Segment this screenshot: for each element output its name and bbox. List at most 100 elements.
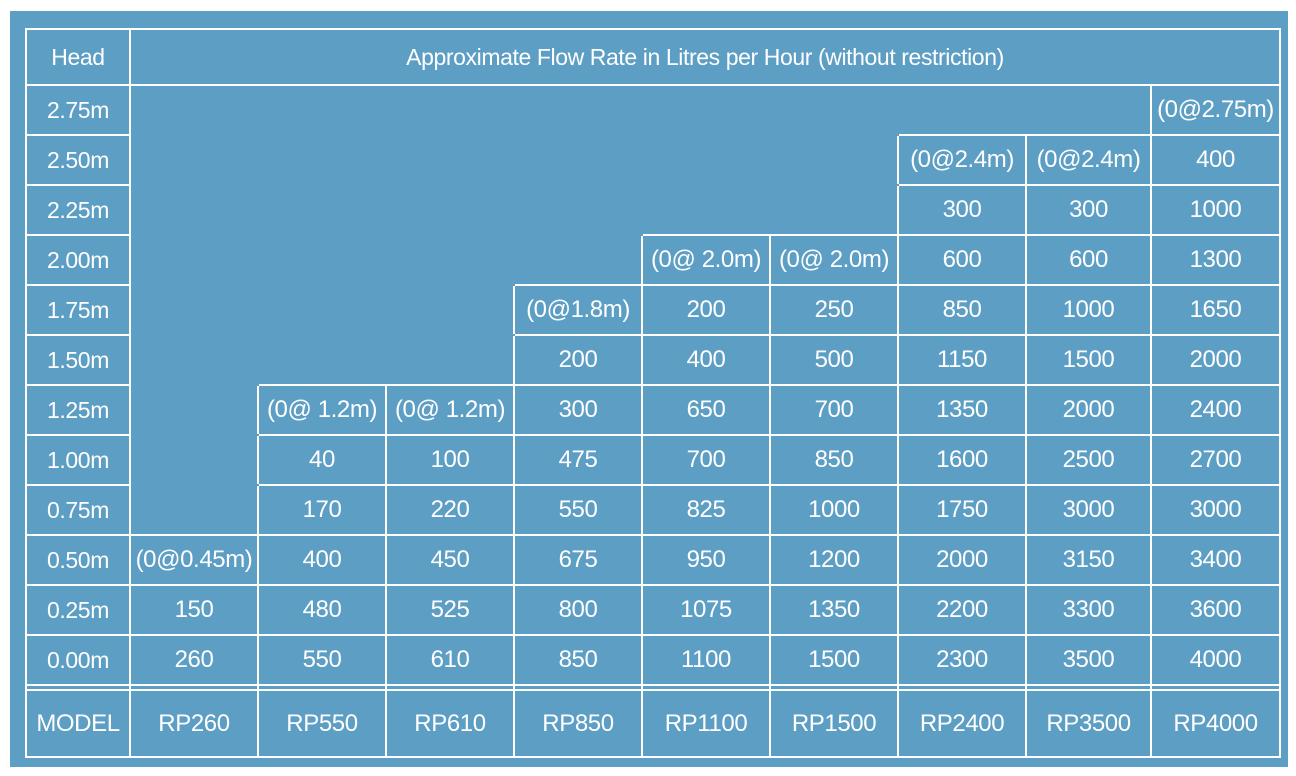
flow-value-cell: 300 — [897, 184, 1027, 236]
flow-value-cell: 4000 — [1150, 634, 1281, 686]
flow-value-cell: (0@ 2.0m) — [769, 234, 899, 286]
flow-value-cell: (0@2.75m) — [1150, 84, 1281, 136]
flow-value-cell: 550 — [257, 634, 387, 686]
flow-value-cell: 2400 — [1150, 384, 1281, 436]
empty-cell — [129, 434, 259, 486]
empty-cell — [385, 84, 515, 136]
model-name-cell: RP1100 — [641, 689, 771, 758]
empty-cell — [257, 184, 387, 236]
table-row: 2.50m (0@2.4m) (0@2.4m) 400 — [25, 134, 1281, 186]
table-row: 1.75m (0@1.8m) 200 250 850 1000 1650 — [25, 284, 1281, 336]
model-name-cell: RP4000 — [1150, 689, 1281, 758]
head-value-cell: 1.75m — [25, 284, 131, 336]
table-row: 2.00m (0@ 2.0m) (0@ 2.0m) 600 600 1300 — [25, 234, 1281, 286]
flow-value-cell: 200 — [513, 334, 643, 386]
separator-cell — [641, 684, 771, 691]
head-value-cell: 0.50m — [25, 534, 131, 586]
model-name-cell: RP550 — [257, 689, 387, 758]
flow-value-cell: 3150 — [1025, 534, 1152, 586]
separator-cell — [1025, 684, 1152, 691]
flow-value-cell: 850 — [769, 434, 899, 486]
empty-cell — [129, 134, 259, 186]
flow-value-cell: 300 — [513, 384, 643, 436]
empty-cell — [257, 84, 387, 136]
flow-value-cell: 150 — [129, 584, 259, 636]
flow-value-cell: 170 — [257, 484, 387, 536]
flow-value-cell: 450 — [385, 534, 515, 586]
empty-cell — [513, 84, 643, 136]
flow-value-cell: 800 — [513, 584, 643, 636]
flow-value-cell: (0@ 1.2m) — [257, 384, 387, 436]
flow-value-cell: 480 — [257, 584, 387, 636]
head-value-cell: 0.75m — [25, 484, 131, 536]
head-value-cell: 1.25m — [25, 384, 131, 436]
head-value-cell: 2.25m — [25, 184, 131, 236]
model-name-cell: RP1500 — [769, 689, 899, 758]
flow-value-cell: 3000 — [1025, 484, 1152, 536]
flow-value-cell: (0@1.8m) — [513, 284, 643, 336]
empty-cell — [769, 184, 899, 236]
head-value-cell: 1.00m — [25, 434, 131, 486]
empty-cell — [129, 284, 259, 336]
model-name-cell: RP3500 — [1025, 689, 1152, 758]
table-header-row: Head Approximate Flow Rate in Litres per… — [25, 28, 1281, 86]
flow-value-cell: 400 — [641, 334, 771, 386]
empty-cell — [385, 334, 515, 386]
table-row: 0.50m (0@0.45m) 400 450 675 950 1200 2000 3150 34… — [25, 534, 1281, 586]
empty-cell — [513, 234, 643, 286]
flow-value-cell: 300 — [1025, 184, 1152, 236]
flow-value-cell: 260 — [129, 634, 259, 686]
empty-cell — [769, 84, 899, 136]
flow-value-cell: 1500 — [1025, 334, 1152, 386]
flow-value-cell: 600 — [897, 234, 1027, 286]
flow-value-cell: 3500 — [1025, 634, 1152, 686]
flow-value-cell: 1200 — [769, 534, 899, 586]
flow-value-cell: 675 — [513, 534, 643, 586]
head-value-cell: 2.00m — [25, 234, 131, 286]
empty-cell — [129, 334, 259, 386]
flow-value-cell: 850 — [897, 284, 1027, 336]
flow-value-cell: 400 — [1150, 134, 1281, 186]
flow-value-cell: 1350 — [769, 584, 899, 636]
empty-cell — [129, 484, 259, 536]
head-value-cell: 2.50m — [25, 134, 131, 186]
table-row: 0.25m 150 480 525 800 1075 1350 2200 3300 3600 — [25, 584, 1281, 636]
head-column-header: Head — [25, 28, 131, 86]
separator-cell — [257, 684, 387, 691]
table-row: 2.25m 300 300 1000 — [25, 184, 1281, 236]
separator-cell — [385, 684, 515, 691]
flow-value-cell: 400 — [257, 534, 387, 586]
empty-cell — [641, 134, 771, 186]
empty-cell — [769, 134, 899, 186]
flow-value-cell: 825 — [641, 484, 771, 536]
model-label: MODEL — [25, 689, 131, 758]
empty-cell — [257, 284, 387, 336]
separator-cell — [1150, 684, 1281, 691]
model-row: MODEL RP260 RP550 RP610 RP850 RP1100 RP1500 RP2… — [25, 689, 1281, 758]
flow-value-cell: 610 — [385, 634, 515, 686]
empty-cell — [641, 184, 771, 236]
flow-value-cell: 1100 — [641, 634, 771, 686]
flow-value-cell: 700 — [641, 434, 771, 486]
flow-value-cell: 700 — [769, 384, 899, 436]
flow-value-cell: 550 — [513, 484, 643, 536]
flow-value-cell: 850 — [513, 634, 643, 686]
model-name-cell: RP260 — [129, 689, 259, 758]
flow-value-cell: 2200 — [897, 584, 1027, 636]
flow-value-cell: 650 — [641, 384, 771, 436]
empty-cell — [385, 184, 515, 236]
separator-cell — [513, 684, 643, 691]
table-row: 0.00m 260 550 610 850 1100 1500 2300 3500 4000 — [25, 634, 1281, 686]
separator-cell — [769, 684, 899, 691]
empty-cell — [257, 134, 387, 186]
head-value-cell: 0.25m — [25, 584, 131, 636]
table-separator-row — [25, 684, 1281, 691]
empty-cell — [1025, 84, 1152, 136]
head-value-cell: 0.00m — [25, 634, 131, 686]
empty-cell — [897, 84, 1027, 136]
flow-value-cell: 200 — [641, 284, 771, 336]
flow-value-cell: 2700 — [1150, 434, 1281, 486]
table-row: 0.75m 170 220 550 825 1000 1750 3000 3000 — [25, 484, 1281, 536]
flow-value-cell: 1075 — [641, 584, 771, 636]
flow-value-cell: (0@0.45m) — [129, 534, 259, 586]
